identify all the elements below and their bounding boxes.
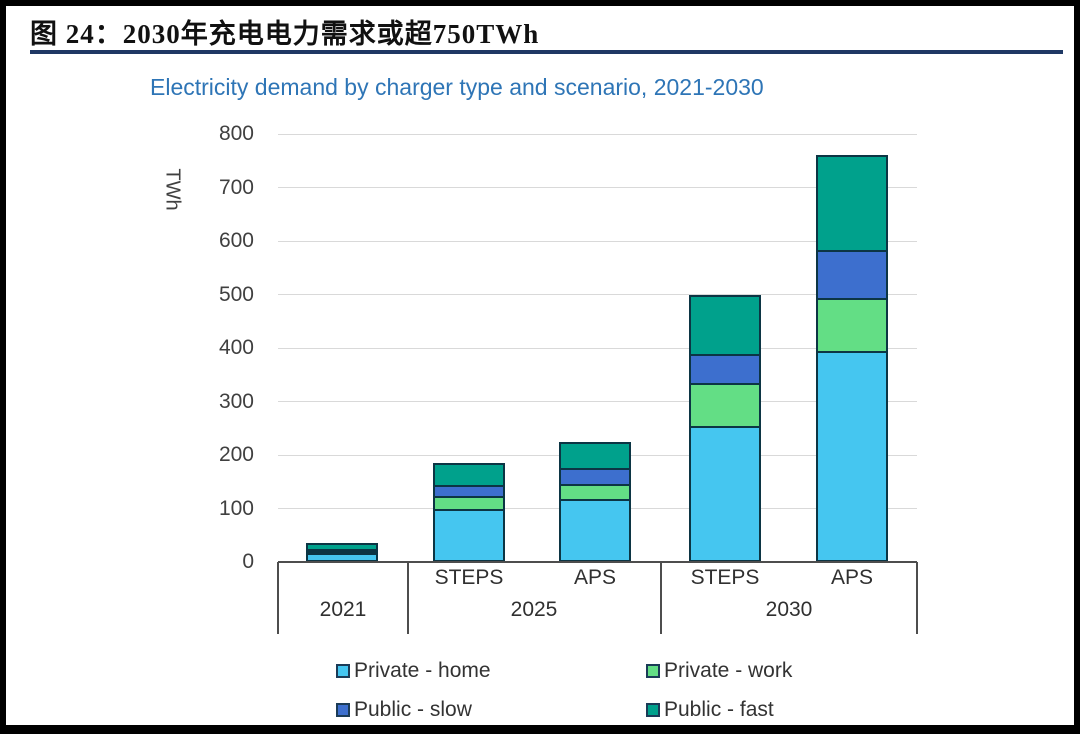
legend-swatch-private-work [646, 664, 660, 678]
year-label-2030: 2030 [765, 598, 813, 621]
legend-label: Public - fast [664, 698, 774, 721]
scenario-label-3: STEPS [690, 566, 760, 589]
gridline-400 [278, 347, 917, 349]
legend-item-public-fast: Public - fast [646, 698, 774, 722]
bar-segment-private-work [435, 495, 503, 509]
scenario-label-2: APS [573, 566, 617, 589]
bar-segment-private-work [818, 297, 886, 351]
chart-title: Electricity demand by charger type and s… [150, 74, 764, 100]
bar-segment-public-slow [818, 250, 886, 298]
y-tick-label-200: 200 [218, 443, 254, 466]
caption-underline-rule [30, 50, 1063, 54]
bar-segment-private-work [308, 551, 376, 554]
scenario-label-1: STEPS [434, 566, 504, 589]
bar-segment-private-work [691, 383, 759, 426]
bar-segment-public-slow [561, 467, 629, 485]
bar-segment-public-fast [818, 157, 886, 251]
y-axis-unit-label: TWh [161, 168, 184, 211]
gridline-500 [278, 294, 917, 295]
y-tick-label-300: 300 [218, 389, 254, 413]
gridline-300 [278, 401, 917, 402]
year-label-2021: 2021 [319, 598, 367, 621]
bar-segment-private-home [435, 508, 503, 560]
legend-item-public-slow: Public - slow [336, 698, 472, 722]
year-label-2025: 2025 [510, 598, 558, 621]
scenario-label-4: APS [830, 566, 874, 589]
y-tick-label-700: 700 [218, 175, 254, 199]
legend-item-private-home: Private - home [336, 659, 491, 683]
y-tick-label-800: 800 [218, 122, 254, 145]
legend-swatch-public-slow [336, 703, 350, 717]
bar-2030-aps [816, 155, 888, 562]
gridline-600 [278, 240, 917, 242]
axis-group-divider-3 [916, 562, 918, 634]
bar-segment-private-work [561, 484, 629, 499]
axis-group-divider-0 [277, 562, 279, 634]
legend-label: Public - slow [354, 698, 472, 721]
y-tick-label-100: 100 [218, 496, 254, 520]
y-tick-label-0: 0 [242, 550, 254, 573]
axis-group-divider-2 [660, 562, 662, 634]
gridline-800 [278, 133, 917, 135]
bar-segment-private-home [561, 498, 629, 560]
bar-segment-private-home [818, 350, 886, 560]
bar-2025-aps [559, 441, 631, 562]
bar-segment-public-slow [308, 549, 376, 552]
bar-2021 [306, 543, 378, 562]
legend-label: Private - home [354, 659, 491, 682]
gridline-700 [278, 187, 917, 188]
legend-label: Private - work [664, 659, 793, 682]
y-tick-label-400: 400 [218, 336, 254, 359]
legend-item-private-work: Private - work [646, 659, 792, 683]
bar-segment-public-slow [691, 354, 759, 384]
axis-group-divider-1 [407, 562, 409, 634]
bar-segment-public-slow [435, 484, 503, 496]
bar-segment-private-home [308, 553, 376, 560]
figure-caption: 图 24：2030年充电电力需求或超750TWh [30, 19, 540, 49]
bar-2030-steps [689, 294, 761, 562]
bar-segment-public-fast [561, 443, 629, 468]
bar-segment-private-home [691, 425, 759, 560]
x-axis-line [278, 561, 917, 563]
y-tick-label-500: 500 [218, 282, 254, 306]
legend-swatch-private-home [336, 664, 350, 678]
bar-segment-public-fast [691, 296, 759, 355]
bar-segment-public-fast [435, 465, 503, 485]
legend-swatch-public-fast [646, 703, 660, 717]
bar-2025-steps [433, 463, 505, 562]
y-tick-label-600: 600 [218, 229, 254, 252]
bar-segment-public-fast [308, 545, 376, 550]
